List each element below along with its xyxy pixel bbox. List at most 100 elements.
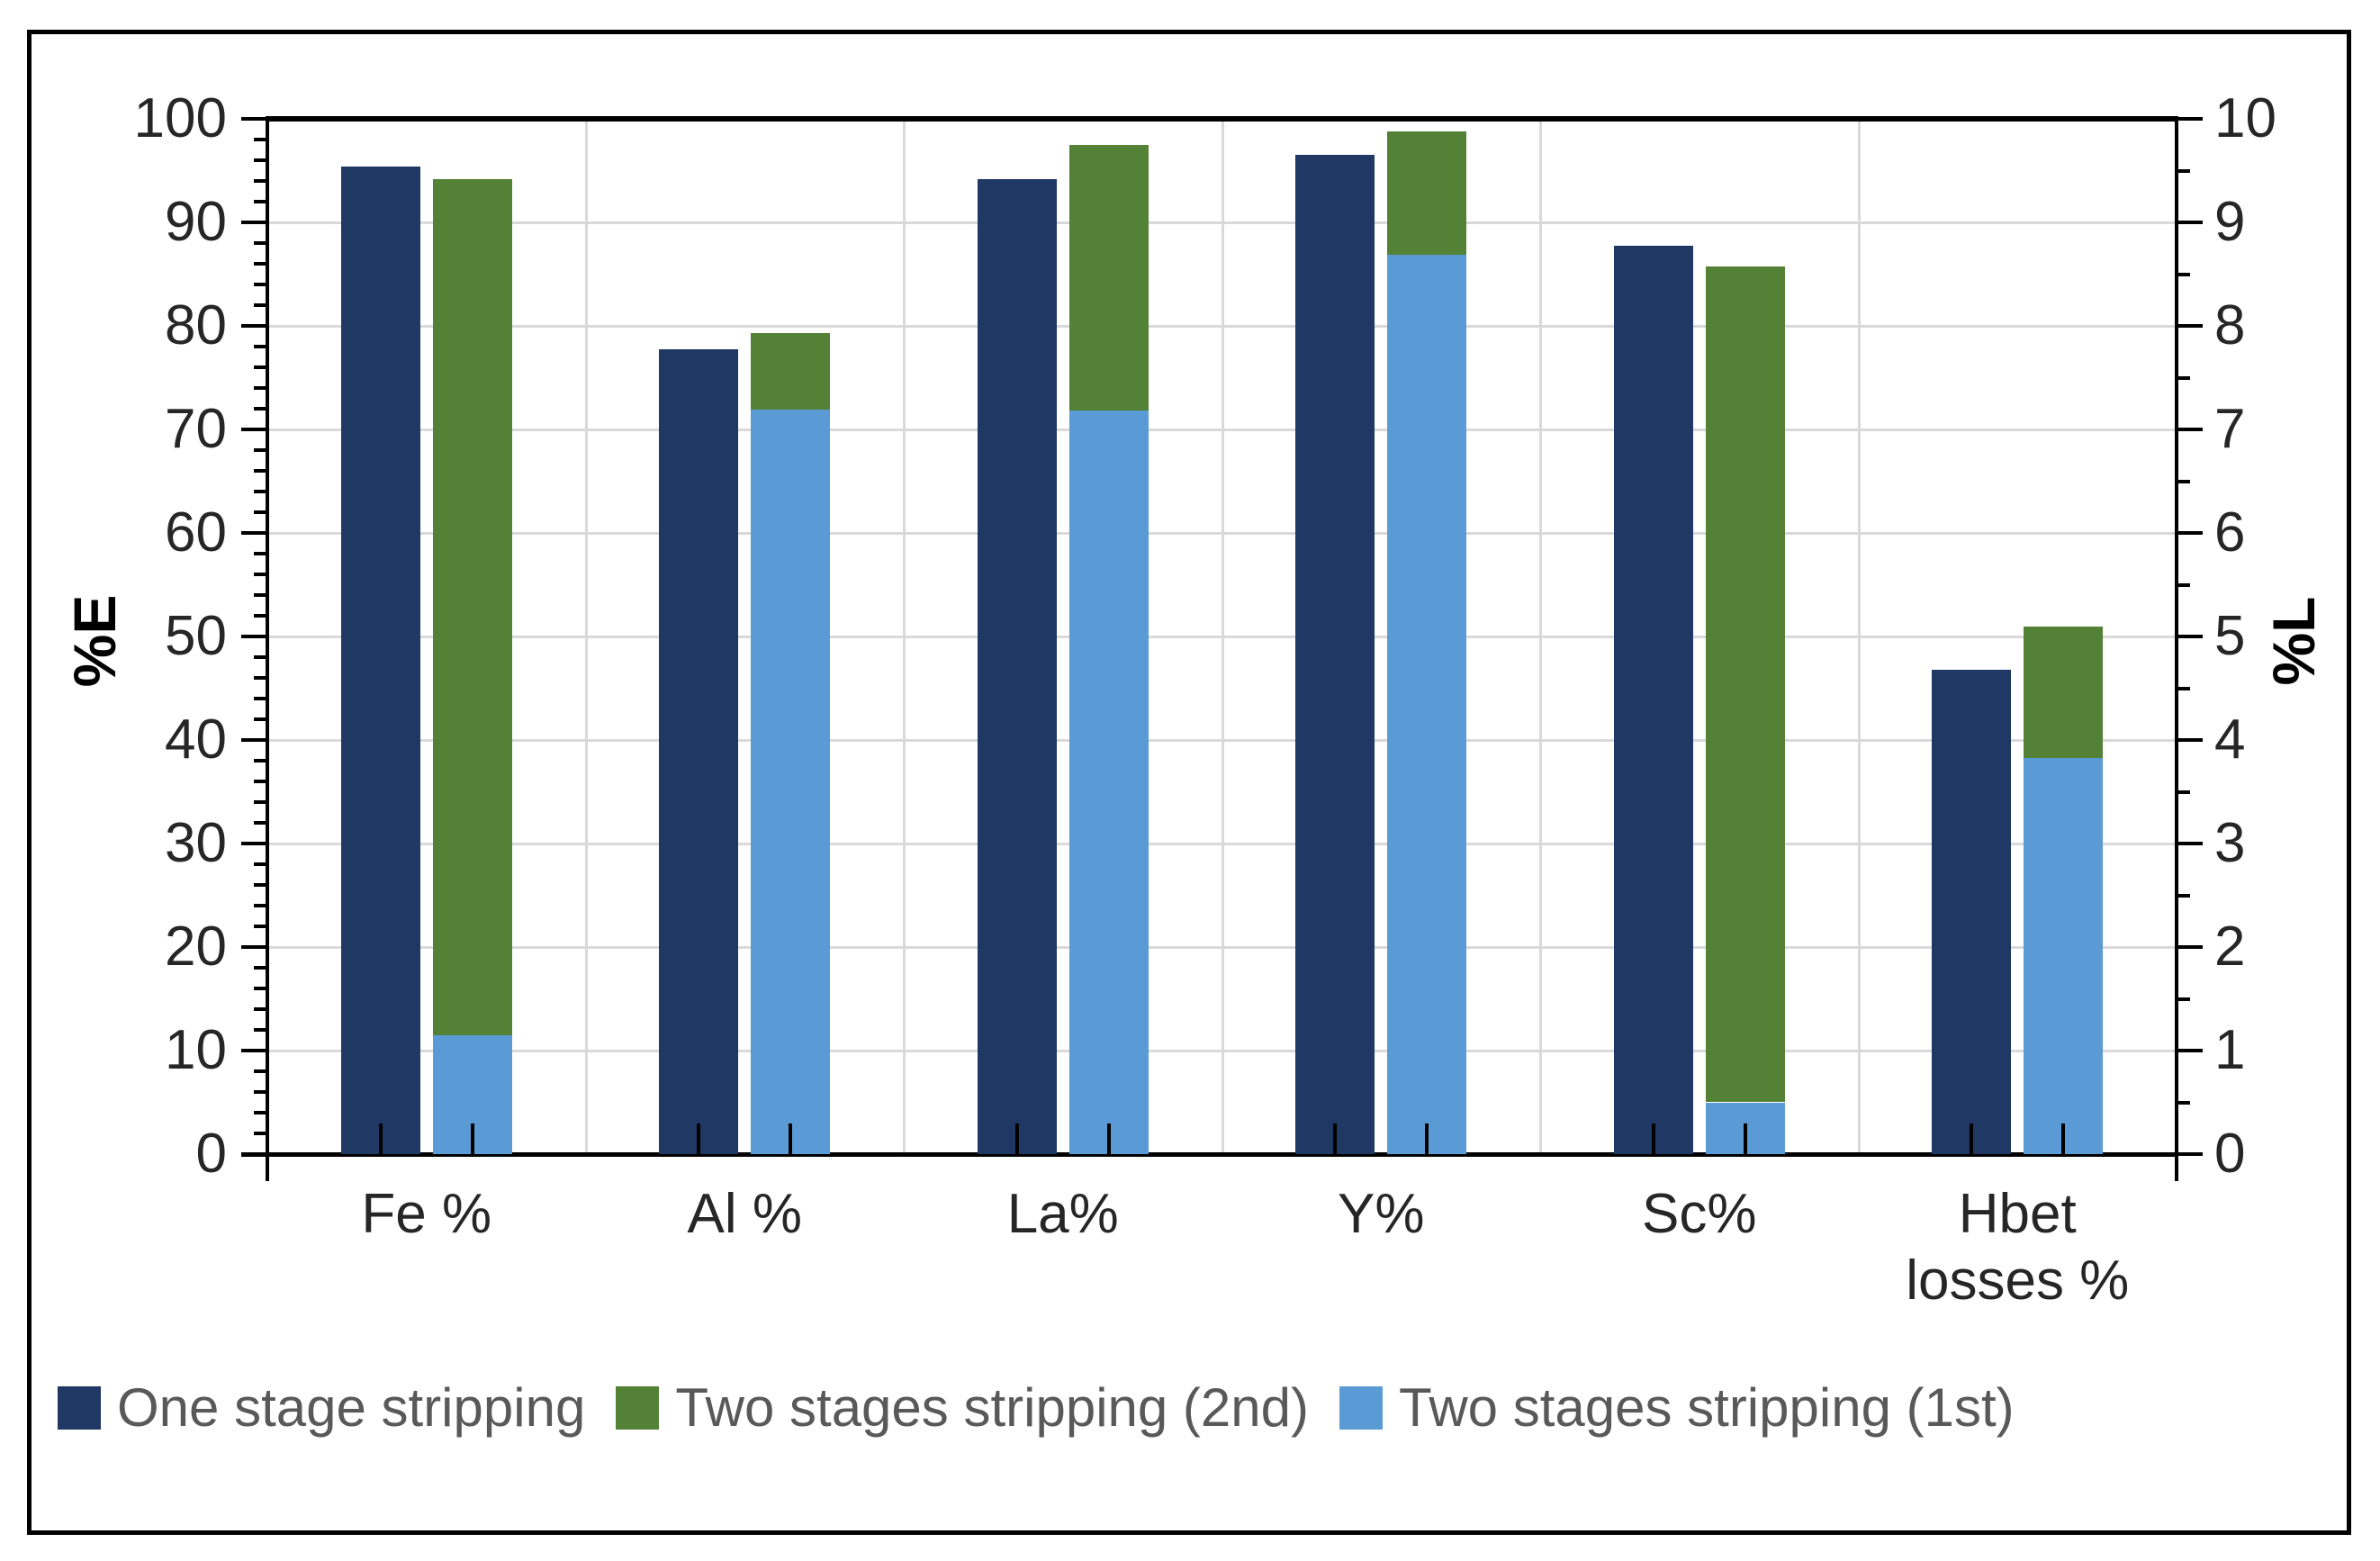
right-axis-minor-tick	[2177, 272, 2190, 276]
left-axis-minor-tick	[254, 241, 267, 245]
baseline-bar-tick	[470, 1123, 474, 1154]
left-axis-minor-tick	[254, 303, 267, 307]
bar-two-stages-stripping-1st-3	[1068, 411, 1149, 1154]
baseline-bar-tick	[1651, 1123, 1655, 1154]
left-axis-minor-tick	[254, 925, 267, 928]
right-axis-minor-tick	[2177, 686, 2190, 690]
left-axis-minor-tick	[254, 510, 267, 514]
category-label-5: Sc%	[1540, 1181, 1859, 1248]
left-axis-minor-tick	[254, 1007, 267, 1011]
left-axis-tick-label: 40	[165, 708, 227, 771]
right-axis-major-tick	[2177, 945, 2203, 949]
bar-two-stages-stripping-2nd-4	[1387, 131, 1467, 255]
category-label-line: losses %	[1906, 1250, 2130, 1312]
category-label-6: Hbet losses %	[1859, 1181, 2177, 1314]
right-axis-major-tick	[2177, 117, 2203, 121]
left-axis-major-tick	[241, 1152, 267, 1156]
legend: One stage stripping Two stages stripping …	[58, 1379, 2326, 1437]
left-axis-major-tick	[241, 635, 267, 638]
left-axis-minor-tick	[254, 800, 267, 804]
category-label-line: Sc%	[1642, 1183, 1757, 1245]
bar-two-stages-stripping-1st-2	[751, 410, 831, 1154]
left-axis-minor-tick	[254, 697, 267, 700]
category-label-line: Fe %	[361, 1183, 492, 1245]
right-axis-major-tick	[2177, 1049, 2203, 1052]
left-axis-minor-tick	[254, 966, 267, 970]
legend-item-1: One stage stripping	[58, 1379, 585, 1437]
left-axis-tick-label: 80	[165, 294, 227, 356]
left-axis-minor-tick	[254, 717, 267, 721]
left-axis-minor-tick	[254, 469, 267, 473]
plot-top-border	[267, 116, 2177, 122]
right-axis-major-tick	[2177, 221, 2203, 224]
left-axis-minor-tick	[254, 759, 267, 762]
category-label-line: La%	[1006, 1183, 1119, 1245]
left-axis-tick-label: 60	[165, 501, 227, 564]
left-axis-major-tick	[241, 842, 267, 845]
left-axis-minor-tick	[254, 862, 267, 866]
left-axis-minor-tick	[254, 655, 267, 659]
left-axis-major-tick	[241, 324, 267, 328]
right-axis-major-tick	[2177, 635, 2203, 638]
left-axis-minor-tick	[254, 780, 267, 783]
left-axis-minor-tick	[254, 490, 267, 493]
legend-swatch-icon	[616, 1386, 660, 1430]
right-axis-minor-tick	[2177, 168, 2190, 173]
right-axis-minor-tick	[2177, 893, 2190, 898]
category-label-2: Al %	[586, 1181, 905, 1248]
left-axis-tick-label: 30	[165, 812, 227, 874]
bar-two-stages-stripping-1st-4	[1387, 254, 1467, 1154]
left-axis-minor-tick	[254, 1069, 267, 1073]
left-axis-minor-tick	[254, 448, 267, 452]
right-axis-major-tick	[2177, 531, 2203, 535]
category-label-4: Y%	[1222, 1181, 1541, 1248]
left-axis-tick-label: 100	[133, 87, 227, 149]
baseline-bar-tick	[378, 1123, 383, 1154]
left-axis-minor-tick	[254, 593, 267, 597]
left-y-axis-line	[266, 116, 269, 1181]
baseline-bar-tick	[1106, 1123, 1111, 1154]
left-axis-minor-tick	[254, 1028, 267, 1032]
right-axis-minor-tick	[2177, 790, 2190, 794]
right-axis-major-tick	[2177, 428, 2203, 431]
right-axis-tick-label: 6	[2214, 501, 2246, 564]
left-axis-tick-label: 0	[195, 1123, 227, 1185]
left-axis-minor-tick	[254, 987, 267, 990]
left-axis-major-tick	[241, 428, 267, 431]
left-axis-major-tick	[241, 945, 267, 949]
right-axis-tick-label: 0	[2214, 1123, 2246, 1185]
right-axis-tick-label: 2	[2214, 916, 2246, 978]
left-axis-minor-tick	[254, 883, 267, 887]
right-axis-tick-label: 3	[2214, 812, 2246, 874]
left-axis-major-tick	[241, 531, 267, 535]
left-axis-minor-tick	[254, 283, 267, 286]
vertical-gridline	[1857, 119, 1861, 1154]
left-axis-minor-tick	[254, 138, 267, 141]
bar-one-stage-stripping-4	[1295, 155, 1375, 1154]
left-axis-minor-tick	[254, 407, 267, 411]
legend-label: One stage stripping	[117, 1377, 586, 1438]
right-axis-tick-label: 10	[2214, 87, 2276, 149]
legend-item-3: Two stages stripping (1st)	[1339, 1379, 2015, 1437]
right-axis-minor-tick	[2177, 997, 2190, 1001]
right-axis-tick-label: 1	[2214, 1019, 2246, 1081]
right-axis-minor-tick	[2177, 582, 2190, 587]
left-axis-minor-tick	[254, 676, 267, 680]
right-axis-minor-tick	[2177, 1100, 2190, 1105]
left-axis-minor-tick	[254, 821, 267, 825]
baseline-bar-tick	[1333, 1123, 1338, 1154]
left-axis-minor-tick	[254, 573, 267, 576]
right-y-axis-line	[2175, 116, 2178, 1181]
baseline-bar-tick	[789, 1123, 793, 1154]
left-axis-minor-tick	[254, 345, 267, 348]
left-axis-minor-tick	[254, 1111, 267, 1114]
bar-two-stages-stripping-2nd-5	[1705, 266, 1785, 1103]
right-axis-major-tick	[2177, 738, 2203, 742]
vertical-gridline	[1539, 119, 1542, 1154]
baseline-bar-tick	[1014, 1123, 1019, 1154]
left-axis-minor-tick	[254, 386, 267, 390]
baseline-bar-tick	[2061, 1123, 2066, 1154]
bar-one-stage-stripping-1	[340, 166, 420, 1154]
legend-swatch-icon	[1339, 1386, 1383, 1430]
